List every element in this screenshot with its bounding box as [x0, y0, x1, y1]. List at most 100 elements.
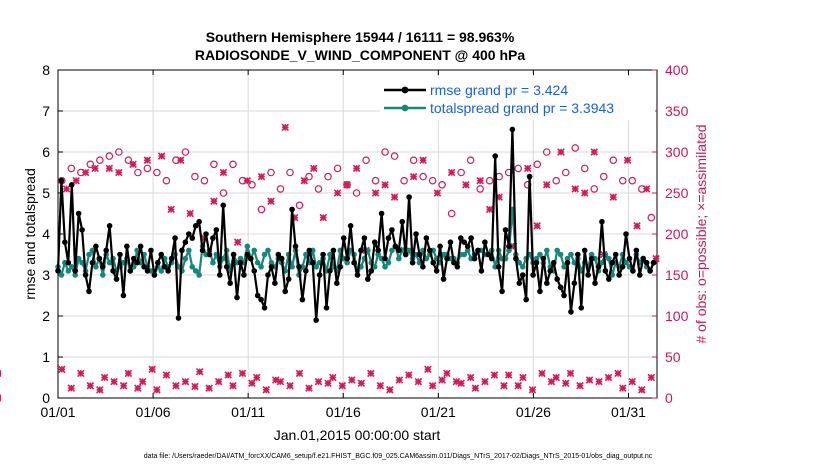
obs-assimilated-point — [647, 373, 656, 382]
obs-possible-point — [134, 168, 142, 177]
obs-assimilated-point — [395, 376, 404, 384]
rmse-point — [499, 288, 505, 295]
obs-assimilated-point — [214, 377, 223, 386]
rmse-point — [144, 268, 151, 274]
rmse-point — [223, 264, 230, 270]
rmse-point — [557, 284, 564, 291]
rmse-point — [537, 288, 543, 295]
obs-assimilated-point — [414, 377, 423, 386]
obs-assimilated-point — [519, 373, 527, 382]
rmse-point — [402, 251, 409, 258]
rmse-point — [216, 272, 223, 278]
rmse-point — [179, 247, 185, 254]
obs-possible-point — [542, 148, 551, 156]
obs-assimilated-point — [229, 381, 237, 390]
obs-possible-point — [400, 176, 408, 185]
obs-possible-point — [219, 189, 228, 197]
rmse-point — [110, 268, 116, 274]
obs-assimilated-point — [105, 164, 114, 173]
obs-assimilated-point — [490, 371, 499, 379]
totalspread-point — [557, 251, 564, 258]
obs-assimilated-point — [609, 193, 618, 201]
obs-assimilated-point — [500, 381, 508, 390]
rmse-point — [502, 227, 509, 233]
obs-possible-point — [115, 148, 123, 156]
rmse-point — [420, 264, 426, 270]
rmse-point — [203, 231, 209, 237]
obs-possible-point — [210, 160, 218, 169]
rmse-point — [272, 280, 278, 287]
obs-possible-point — [267, 168, 275, 177]
rmse-point — [316, 272, 323, 278]
obs-assimilated-point — [409, 172, 418, 181]
totalspread-point — [327, 251, 333, 258]
obs-assimilated-point — [367, 369, 375, 378]
obs-assimilated-point — [538, 369, 546, 378]
totalspread-point — [599, 259, 605, 266]
totalspread-point — [244, 243, 251, 250]
rmse-point — [509, 126, 516, 133]
rmse-point — [561, 292, 567, 299]
obs-possible-point — [257, 205, 266, 214]
obs-assimilated-point — [281, 123, 290, 132]
rmse-point — [636, 272, 643, 278]
obs-possible-point — [609, 156, 618, 165]
obs-assimilated-point — [405, 371, 413, 379]
rmse-point — [306, 247, 313, 254]
obs-assimilated-point — [309, 164, 318, 173]
rmse-point — [86, 288, 92, 295]
obs-possible-point — [229, 160, 237, 169]
rmse-point — [75, 210, 82, 217]
y2-tick-label: 350 — [665, 103, 689, 119]
x-tick-label: 01/01 — [40, 404, 75, 420]
rmse-point — [127, 268, 134, 274]
rmse-point — [599, 218, 605, 225]
obs-possible-point — [552, 176, 561, 185]
obs-assimilated-point — [542, 181, 551, 189]
totalspread-point — [554, 247, 560, 254]
rmse-point — [292, 243, 299, 250]
rmse-point — [612, 251, 619, 258]
legend-spread-label: totalspread grand pr = 3.3943 — [430, 100, 614, 116]
rmse-point — [396, 247, 402, 254]
obs-assimilated-point — [138, 377, 147, 386]
obs-assimilated-point — [67, 384, 76, 392]
obs-possible-point — [162, 176, 171, 185]
obs-assimilated-point — [86, 381, 95, 390]
obs-possible-point — [580, 164, 589, 173]
rmse-point — [82, 272, 89, 278]
totalspread-point — [258, 264, 264, 270]
rmse-point — [113, 276, 120, 282]
rmse-point — [65, 259, 72, 266]
rmse-point — [55, 268, 61, 274]
rmse-point — [640, 255, 647, 262]
obs-assimilated-point — [523, 164, 532, 173]
rmse-point — [275, 251, 282, 258]
y2-tick-label: 200 — [665, 226, 689, 242]
obs-assimilated-point — [381, 181, 389, 189]
obs-assimilated-point — [552, 373, 560, 382]
obs-assimilated-point — [533, 222, 541, 230]
obs-possible-point — [200, 176, 209, 185]
y-tick-label: 8 — [42, 62, 50, 78]
rmse-point — [79, 227, 85, 233]
obs-possible-point — [276, 185, 285, 193]
rmse-point — [237, 259, 244, 266]
obs-assimilated-point — [77, 369, 85, 378]
obs-possible-point — [390, 152, 399, 160]
obs-assimilated-point — [305, 384, 313, 392]
rmse-point — [540, 255, 547, 262]
rmse-point — [444, 255, 450, 262]
x-tick-label: 01/21 — [421, 404, 456, 420]
obs-assimilated-point — [590, 148, 599, 156]
rmse-point — [189, 235, 196, 241]
obs-assimilated-point — [466, 373, 475, 382]
rmse-point — [93, 243, 99, 250]
legend-box — [380, 76, 655, 120]
rmse-point — [378, 210, 385, 217]
totalspread-point — [182, 255, 189, 262]
obs-assimilated-point — [129, 160, 137, 169]
rmse-point — [309, 259, 316, 266]
rmse-point — [585, 272, 591, 278]
rmse-point — [399, 218, 406, 225]
